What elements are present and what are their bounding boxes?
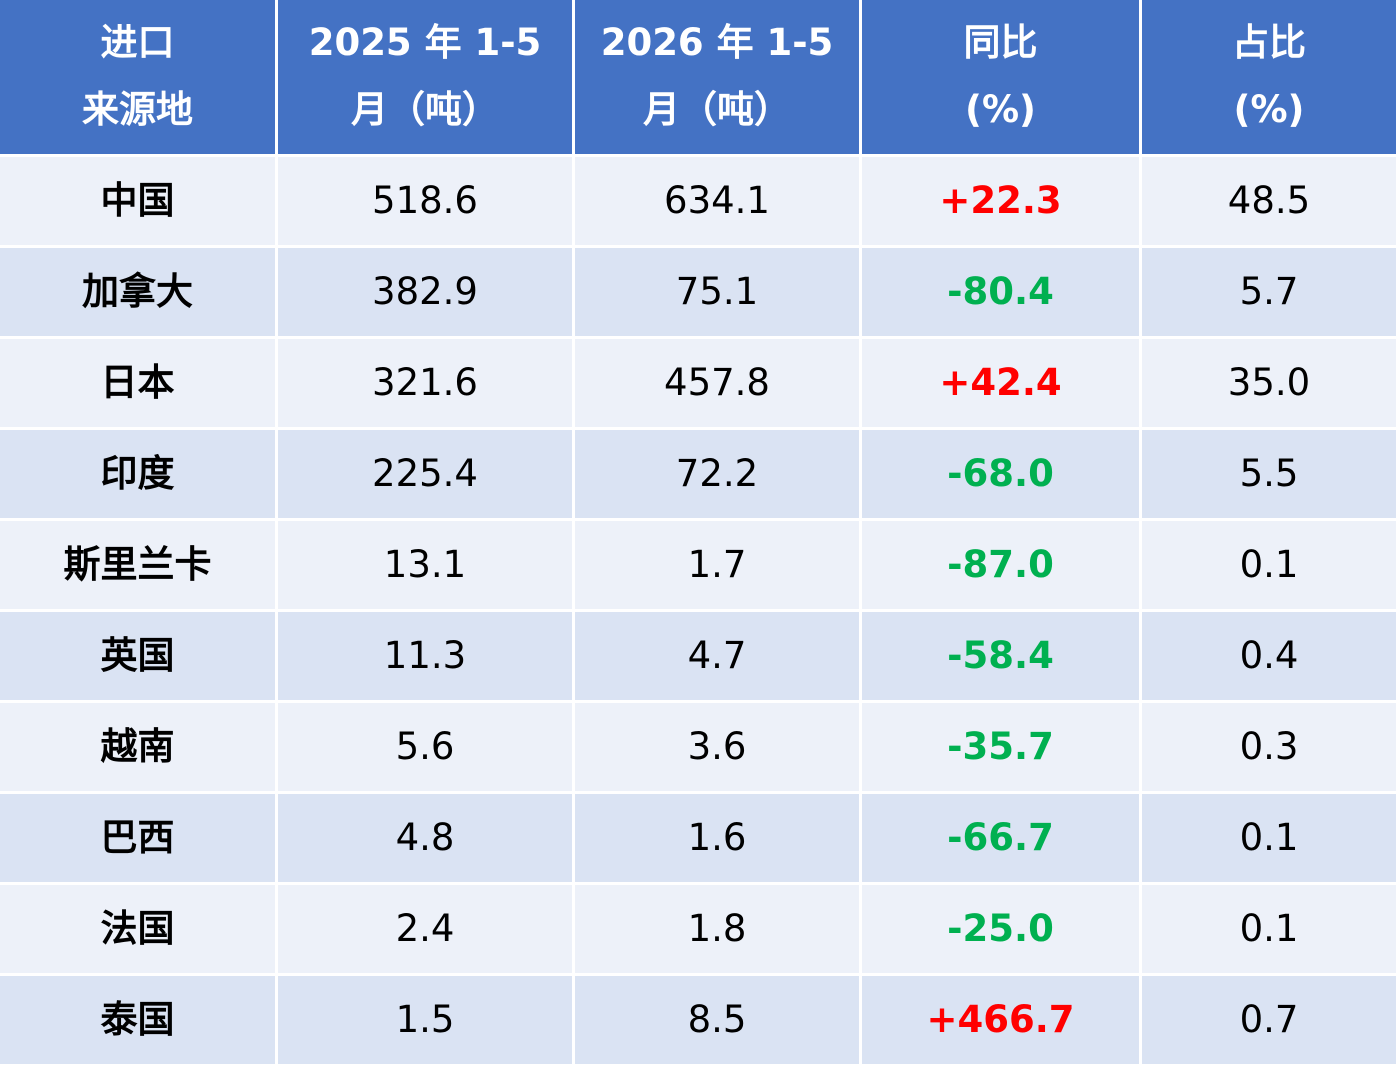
header-text: 月（吨）	[643, 88, 791, 131]
value-cell: 13.1	[278, 521, 575, 612]
country-cell: 斯里兰卡	[0, 521, 278, 612]
value-cell: 634.1	[575, 157, 862, 248]
value-cell: 0.1	[1142, 521, 1396, 612]
header-cell: 同比 (%)	[862, 0, 1142, 157]
value-cell: -58.4	[862, 612, 1142, 703]
value-cell: 1.7	[575, 521, 862, 612]
value-cell: 48.5	[1142, 157, 1396, 248]
value-cell: +42.4	[862, 339, 1142, 430]
value-cell: 1.5	[278, 976, 575, 1066]
header-text: 月（吨）	[351, 88, 499, 131]
value-cell: 0.1	[1142, 794, 1396, 885]
value-cell: 11.3	[278, 612, 575, 703]
header-text: 进口	[100, 21, 175, 65]
header-cell: 进口 来源地	[0, 0, 278, 157]
header-text: (%)	[1233, 88, 1305, 131]
country-cell: 印度	[0, 430, 278, 521]
header-text: (%)	[965, 88, 1036, 131]
country-cell: 越南	[0, 703, 278, 794]
value-cell: 4.7	[575, 612, 862, 703]
header-text: 占比	[1232, 21, 1306, 65]
header-text: 2025 年 1-5	[308, 21, 542, 65]
value-cell: -68.0	[862, 430, 1142, 521]
country-cell: 泰国	[0, 976, 278, 1066]
value-cell: -25.0	[862, 885, 1142, 976]
value-cell: 518.6	[278, 157, 575, 248]
country-cell: 日本	[0, 339, 278, 430]
country-cell: 英国	[0, 612, 278, 703]
value-cell: 2.4	[278, 885, 575, 976]
value-cell: -80.4	[862, 248, 1142, 339]
header-text: 同比	[963, 21, 1038, 65]
value-cell: 0.3	[1142, 703, 1396, 794]
value-cell: 5.6	[278, 703, 575, 794]
value-cell: 1.8	[575, 885, 862, 976]
value-cell: 5.7	[1142, 248, 1396, 339]
value-cell: 5.5	[1142, 430, 1396, 521]
value-cell: 457.8	[575, 339, 862, 430]
country-cell: 中国	[0, 157, 278, 248]
value-cell: 382.9	[278, 248, 575, 339]
value-cell: 75.1	[575, 248, 862, 339]
value-cell: +466.7	[862, 976, 1142, 1066]
country-cell: 加拿大	[0, 248, 278, 339]
value-cell: 0.1	[1142, 885, 1396, 976]
value-cell: 0.4	[1142, 612, 1396, 703]
header-cell: 2026 年 1-5 月（吨）	[575, 0, 862, 157]
header-cell: 占比 (%)	[1142, 0, 1396, 157]
header-text: 来源地	[82, 88, 193, 131]
header-text: 2026 年 1-5	[600, 21, 834, 65]
value-cell: 225.4	[278, 430, 575, 521]
value-cell: 4.8	[278, 794, 575, 885]
value-cell: 8.5	[575, 976, 862, 1066]
value-cell: -35.7	[862, 703, 1142, 794]
value-cell: 3.6	[575, 703, 862, 794]
value-cell: -87.0	[862, 521, 1142, 612]
value-cell: 1.6	[575, 794, 862, 885]
value-cell: 0.7	[1142, 976, 1396, 1066]
value-cell: 72.2	[575, 430, 862, 521]
country-cell: 巴西	[0, 794, 278, 885]
country-cell: 法国	[0, 885, 278, 976]
header-cell: 2025 年 1-5 月（吨）	[278, 0, 575, 157]
value-cell: -66.7	[862, 794, 1142, 885]
value-cell: 35.0	[1142, 339, 1396, 430]
value-cell: +22.3	[862, 157, 1142, 248]
value-cell: 321.6	[278, 339, 575, 430]
